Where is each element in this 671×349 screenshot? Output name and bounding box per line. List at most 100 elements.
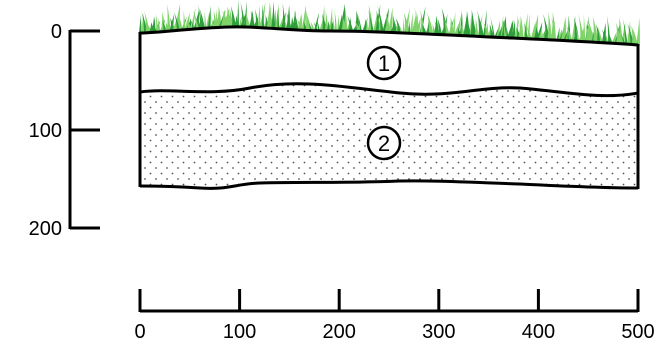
grass-blade [427,12,434,36]
grass-blade [277,8,280,30]
grass-blade [151,16,156,34]
layer-1-marker-circle [366,45,402,81]
grass-blade [183,10,186,31]
grass-blade [365,18,368,33]
grass-blade [313,21,318,32]
layer-2-marker-circle [366,125,402,161]
ground-surface-line [139,25,639,47]
grass-blade [509,21,513,39]
grass-blade [257,4,261,29]
grass-blade [565,24,573,42]
grass-blade [474,18,479,38]
grass-blade [250,11,255,29]
grass-blade [140,16,144,34]
grass-blade [363,18,367,33]
distance-axis: 0 100 200 300 400 500 [134,289,655,343]
grass-blade [313,12,320,32]
grass-blade [286,12,292,31]
grass-blade [483,23,491,38]
grass-blade [291,10,296,31]
grass-blade [472,15,477,38]
grass-blade [244,12,251,29]
grass-blade [344,5,348,33]
grass-blade [157,17,161,33]
grass-blade [622,18,628,46]
grass-blade [240,2,246,28]
grass-blade [189,17,195,30]
grass-blade [421,24,427,35]
grass-blade [632,27,638,46]
grass-blade [356,10,363,33]
layer-1-marker-label: 1 [378,51,390,76]
grass-blade [387,7,393,34]
grass-blade [452,11,456,37]
distance-tick-label-500: 500 [621,321,654,343]
grass-blade [547,12,552,41]
distance-tick-label-0: 0 [134,321,145,343]
grass-blade [523,21,528,40]
grass-blade [456,13,462,37]
grass-blade [238,15,242,28]
grass-blade [234,14,238,28]
depth-tick-label-0: 0 [51,21,62,43]
grass-blade [620,22,626,45]
grass-blade [266,1,272,30]
grass-blade [167,4,171,33]
grass-blade [347,15,354,33]
grass-blade [269,14,272,30]
grass-blade [273,9,276,30]
distance-tick-label-400: 400 [522,321,555,343]
grass-blade [317,20,320,32]
grass-blade [271,1,275,30]
grass-blade [282,3,286,31]
grass-icon [138,0,640,46]
grass-blade [236,0,240,28]
depth-tick-label-100: 100 [29,120,62,142]
grass-blade [332,15,336,32]
grass-blade [434,20,440,36]
grass-blade [216,6,222,29]
grass-blade [138,15,142,34]
grass-blade [596,25,603,44]
grass-blade [408,20,411,35]
grass-blade [413,6,420,35]
grass-blade [293,9,299,31]
grass-blade [578,14,584,43]
layer-2-marker: 2 [366,125,402,161]
layer-boundary-line [139,82,639,98]
grass-blade [296,18,304,32]
grass-blade [583,14,586,43]
grass-blade [437,18,442,36]
layer-1-marker: 1 [366,45,402,81]
distance-tick-label-100: 100 [223,321,256,343]
grass-blade [511,20,516,40]
distance-tick-label-300: 300 [422,321,455,343]
distance-tick-label-200: 200 [323,321,356,343]
grass-blade [426,11,432,36]
grass-blade [575,27,580,43]
grass-blade [193,10,199,30]
grass-blade [588,19,595,44]
grass-blade [477,12,484,38]
grass-blade [550,15,557,42]
grass-blade [443,18,450,36]
grass-blade [367,9,374,33]
grass-blade [155,13,159,34]
grass-blade [211,15,214,29]
grass-blade [178,17,183,32]
grass-blade [173,11,180,32]
grass-blade [518,22,524,40]
grass-blade [560,16,566,42]
grass-blade [540,27,547,41]
grass-blade [402,18,405,34]
grass-blade [608,32,613,45]
grass-blade [483,9,487,38]
grass-blade [449,17,454,37]
grass-blade [204,10,207,30]
grass-blade [261,3,265,29]
grass-blade [197,4,203,30]
grass-blade [337,14,340,32]
grass-blade [618,16,623,45]
grass-blade [502,19,507,39]
